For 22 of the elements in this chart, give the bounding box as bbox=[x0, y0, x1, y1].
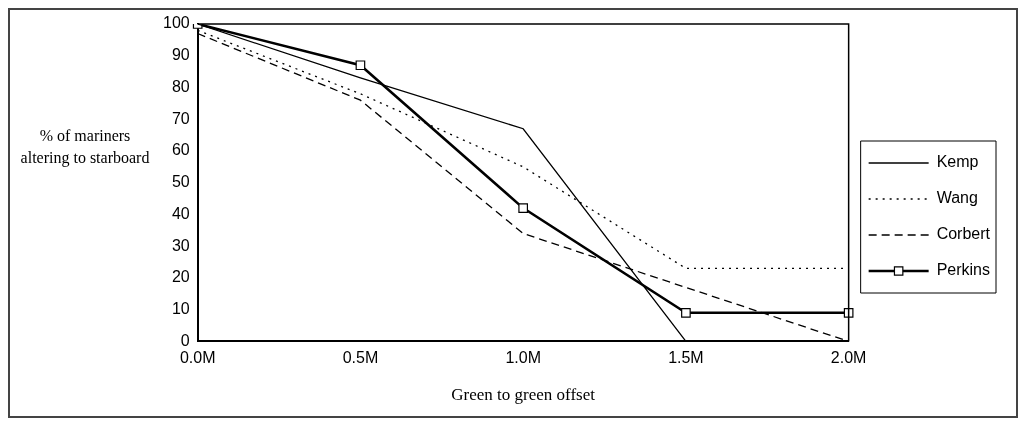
y-tick-label: 50 bbox=[171, 173, 190, 191]
y-tick-label: 70 bbox=[171, 109, 190, 127]
x-tick-label: 0.0M bbox=[179, 349, 216, 367]
y-tick-label: 80 bbox=[171, 77, 190, 95]
y-tick-label: 100 bbox=[162, 14, 190, 32]
y-axis-title: % of mariners altering to starboard bbox=[19, 126, 151, 169]
x-tick-label: 1.0M bbox=[505, 349, 541, 367]
y-tick-label: 20 bbox=[171, 268, 190, 286]
x-tick-label: 1.5M bbox=[668, 349, 704, 367]
y-tick-label: 40 bbox=[171, 204, 190, 222]
y-tick-label: 10 bbox=[171, 300, 190, 318]
y-tick-label: 0 bbox=[180, 331, 190, 349]
y-tick-label: 90 bbox=[171, 46, 190, 64]
y-tick-label: 30 bbox=[171, 236, 190, 254]
y-tick-label: 60 bbox=[171, 141, 190, 159]
legend-label: Wang bbox=[936, 189, 978, 207]
x-axis-title: Green to green offset bbox=[451, 385, 596, 405]
legend-label: Perkins bbox=[936, 261, 991, 279]
legend-label: Kemp bbox=[936, 153, 979, 171]
x-tick-label: 2.0M bbox=[830, 349, 867, 367]
x-tick-label: 0.5M bbox=[342, 349, 379, 367]
legend-label: Corbert bbox=[936, 225, 991, 243]
